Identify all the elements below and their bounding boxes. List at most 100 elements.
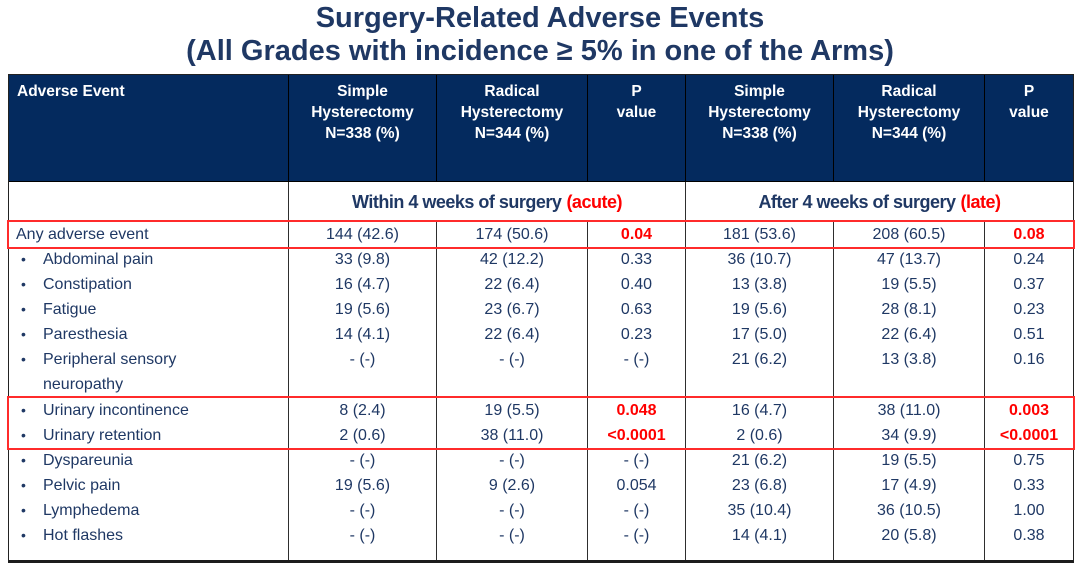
header-line: N=344 (%) (871, 125, 947, 142)
row-label-pelvic-pain: • Pelvic pain (9, 473, 289, 498)
cell-abdominal-pain-col2: 42 (12.2) (437, 247, 588, 272)
header-line: Hysterectomy (857, 104, 961, 121)
cell-fatigue-col3: 0.63 (588, 297, 686, 322)
cell-urinary-incontinence-col1: 8 (2.4) (289, 398, 437, 423)
cell-pelvic-pain-col6: 0.33 (1013, 477, 1045, 494)
column-header-p-value-acute: P value (588, 75, 686, 181)
cell-fatigue-col2: 23 (6.7) (437, 297, 588, 322)
bullet-icon: • (21, 477, 26, 493)
table-row-constipation: • Constipation 16 (4.7) 22 (6.4) 0.40 13 (3.8… (9, 272, 1073, 297)
cell-paresthesia-col5: 22 (6.4) (834, 322, 985, 347)
cell-constipation-col3: 0.40 (588, 272, 686, 297)
cell-fatigue-col5: 28 (8.1) (834, 297, 985, 322)
cell-paresthesia-col3: 0.23 (588, 322, 686, 347)
header-line: Hysterectomy (708, 104, 811, 121)
row-label-text: Paresthesia (43, 326, 128, 343)
row-label-any-adverse-event: Any adverse event (9, 222, 289, 247)
filler-cell (9, 548, 289, 560)
column-header-simple-hysterectomy-late: Simple Hysterectomy N=338 (%) (686, 75, 834, 181)
row-group: • Abdominal pain 33 (9.8) 42 (12.2) 0.33 36 (… (9, 247, 1073, 398)
table-row-lymphedema: • Lymphedema - (-) - (-) - (-) 35 (10.4) 36 (1… (9, 498, 1073, 523)
bullet-icon: • (21, 351, 26, 367)
table-header-row: Adverse Event Simple Hysterectomy N=338 … (9, 75, 1073, 182)
cell-lymphedema-col5: 36 (10.5) (834, 498, 985, 523)
cell-peripheral-sensory-neuropathy-col1: - (-) (289, 347, 437, 398)
cell-paresthesia-col1: 14 (4.1) (289, 322, 437, 347)
header-line: Simple (337, 83, 388, 100)
cell-paresthesia-col2: 22 (6.4) (437, 322, 588, 347)
row-label-peripheral-sensory-neuropathy: • Peripheral sensory neuropathy (9, 347, 289, 398)
header-line: P (1023, 83, 1035, 100)
period-header-acute: Within 4 weeks of surgery (acute) (289, 182, 686, 222)
cell-pelvic-pain-col3: 0.054 (588, 473, 686, 498)
cell-urinary-incontinence-col4: 16 (4.7) (686, 398, 834, 423)
header-line: Radical (881, 83, 937, 100)
cell-fatigue-col4: 19 (5.6) (686, 297, 834, 322)
header-line: value (616, 104, 657, 121)
filler-cell (985, 548, 1073, 560)
cell-peripheral-sensory-neuropathy-col3: - (-) (588, 347, 686, 398)
cell-constipation-col2: 22 (6.4) (437, 272, 588, 297)
row-label-constipation: • Constipation (9, 272, 289, 297)
column-header-p-value-late: P value (985, 75, 1073, 181)
cell-lymphedema-col1: - (-) (289, 498, 437, 523)
cell-constipation-col5: 19 (5.5) (834, 272, 985, 297)
cell-any-adverse-event-col3: 0.04 (588, 222, 686, 247)
cell-peripheral-sensory-neuropathy-col4: 21 (6.2) (686, 347, 834, 398)
period-header-late: After 4 weeks of surgery (late) (686, 182, 1073, 222)
table-row-urinary-incontinence: • Urinary incontinence 8 (2.4) 19 (5.5) 0.04… (9, 398, 1073, 423)
table-row-dyspareunia: • Dyspareunia - (-) - (-) - (-) 21 (6.2) 19 (5… (9, 448, 1073, 473)
filler-cell (834, 548, 985, 560)
bullet-icon: • (21, 301, 26, 317)
bullet-icon: • (21, 427, 26, 443)
period-late-label: After 4 weeks of surgery (758, 192, 956, 212)
title-line-1: Surgery-Related Adverse Events (315, 2, 765, 34)
header-line: Simple (734, 83, 785, 100)
table-row-hot-flashes: • Hot flashes - (-) - (-) - (-) 14 (4.1) 20 (5… (9, 523, 1073, 548)
bullet-icon: • (21, 402, 26, 418)
highlight-box-any-adverse-event: Any adverse event 144 (42.6) 174 (50.6) 0.0… (7, 220, 1075, 249)
row-label-text: Peripheral sensory neuropathy (43, 351, 177, 393)
cell-urinary-retention-col5: 34 (9.9) (834, 423, 985, 448)
row-label-paresthesia: • Paresthesia (9, 322, 289, 347)
cell-urinary-retention-col4: 2 (0.6) (686, 423, 834, 448)
highlight-box-urinary: • Urinary incontinence 8 (2.4) 19 (5.5) 0.04… (7, 396, 1075, 450)
page-title: Surgery-Related Adverse Events (All Grad… (0, 0, 1080, 68)
table-row-urinary-retention: • Urinary retention 2 (0.6) 38 (11.0) <0.000… (9, 423, 1073, 448)
table-body: Any adverse event 144 (42.6) 174 (50.6) 0.0… (7, 220, 1075, 560)
header-line: N=344 (%) (474, 125, 550, 142)
period-acute-label: Within 4 weeks of surgery (352, 192, 562, 212)
cell-hot-flashes-col6: 0.38 (1013, 527, 1045, 544)
cell-peripheral-sensory-neuropathy-col2: - (-) (437, 347, 588, 398)
bullet-icon: • (21, 251, 26, 267)
cell-any-adverse-event-col2: 174 (50.6) (437, 222, 588, 247)
cell-peripheral-sensory-neuropathy-col5: 13 (3.8) (834, 347, 985, 398)
cell-lymphedema-col6: 1.00 (1013, 502, 1045, 519)
row-label-urinary-incontinence: • Urinary incontinence (9, 398, 289, 423)
period-header-spacer (9, 182, 289, 222)
bullet-icon: • (21, 326, 26, 342)
filler-cell (289, 548, 437, 560)
cell-hot-flashes-col3: - (-) (588, 523, 686, 548)
table-row-paresthesia: • Paresthesia 14 (4.1) 22 (6.4) 0.23 17 (5.0)… (9, 322, 1073, 347)
table-row-fatigue: • Fatigue 19 (5.6) 23 (6.7) 0.63 19 (5.6) 28 (… (9, 297, 1073, 322)
row-label-hot-flashes: • Hot flashes (9, 523, 289, 548)
period-late-tag: (late) (960, 192, 1002, 212)
bullet-icon: • (21, 527, 26, 543)
cell-hot-flashes-col4: 14 (4.1) (686, 523, 834, 548)
column-header-radical-hysterectomy-acute: Radical Hysterectomy N=344 (%) (437, 75, 588, 181)
cell-pelvic-pain-col4: 23 (6.8) (686, 473, 834, 498)
table-row-abdominal-pain: • Abdominal pain 33 (9.8) 42 (12.2) 0.33 36 (… (9, 247, 1073, 272)
row-label-text: Constipation (43, 276, 132, 293)
period-acute-tag: (acute) (566, 192, 622, 212)
cell-pelvic-pain-col2: 9 (2.6) (437, 473, 588, 498)
row-label-text: Urinary retention (43, 427, 162, 444)
cell-constipation-col6: 0.37 (1013, 276, 1045, 293)
period-header-row: Within 4 weeks of surgery (acute) After 4… (9, 182, 1073, 222)
cell-any-adverse-event-col1: 144 (42.6) (289, 222, 437, 247)
row-label-text: Hot flashes (43, 527, 124, 544)
table-row-peripheral-sensory-neuropathy: • Peripheral sensory neuropathy - (-) - (-)… (9, 347, 1073, 398)
header-line: Hysterectomy (460, 104, 564, 121)
cell-hot-flashes-col2: - (-) (437, 523, 588, 548)
